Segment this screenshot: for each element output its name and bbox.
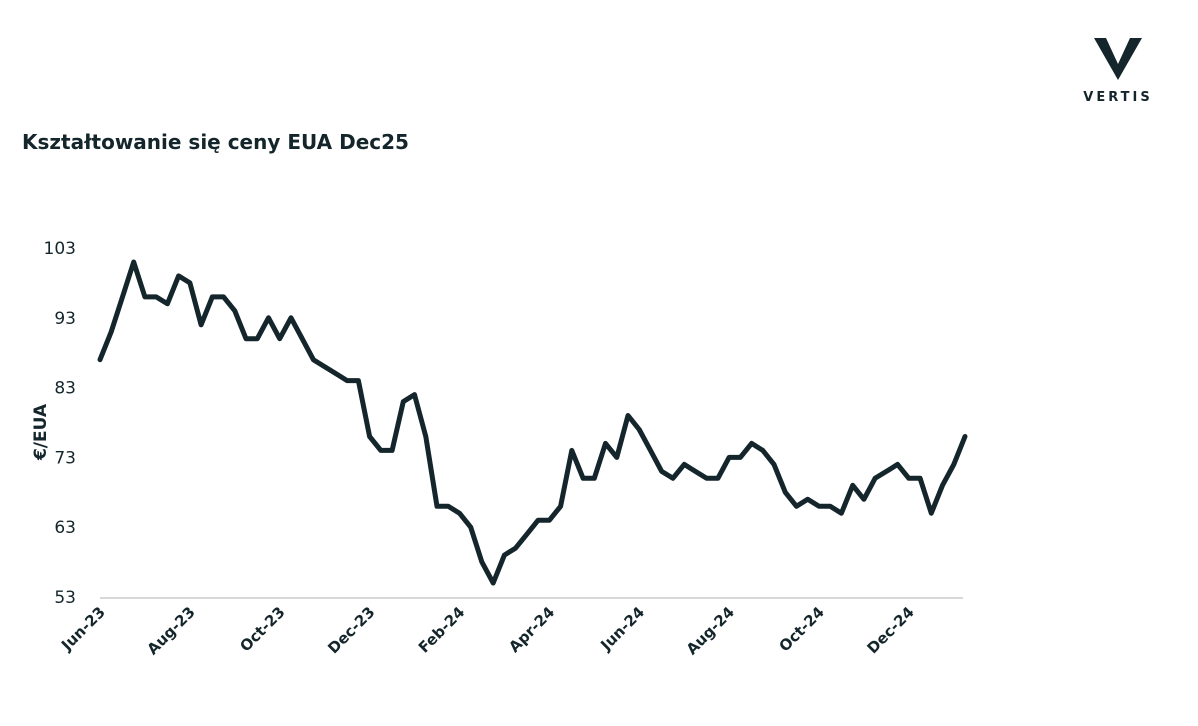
x-tick-label: Oct-23	[236, 603, 288, 655]
y-tick-label: 73	[54, 448, 76, 468]
x-tick-label: Oct-24	[776, 603, 828, 655]
x-tick-label: Dec-24	[863, 603, 917, 657]
y-tick-label: 103	[44, 239, 76, 259]
y-tick-label: 83	[54, 379, 76, 399]
price-line	[97, 259, 968, 586]
x-tick-label: Jun-23	[57, 603, 109, 655]
chart-title: Kształtowanie się ceny EUA Dec25	[22, 130, 409, 154]
y-axis-label: €/EUA	[31, 403, 51, 461]
y-tick-label: 53	[54, 588, 76, 608]
x-tick-label: Aug-24	[683, 603, 738, 658]
x-tick-label: Feb-24	[415, 603, 468, 656]
x-tick-label: Aug-23	[143, 603, 198, 658]
y-tick-label: 63	[54, 518, 76, 538]
y-tick-label: 93	[54, 309, 76, 329]
logo-mark	[1094, 38, 1142, 80]
x-tick-label: Dec-23	[324, 603, 378, 657]
x-tick-label: Apr-24	[505, 603, 558, 656]
x-tick-label: Jun-24	[596, 603, 648, 655]
logo-text: VERTIS	[1083, 90, 1152, 105]
